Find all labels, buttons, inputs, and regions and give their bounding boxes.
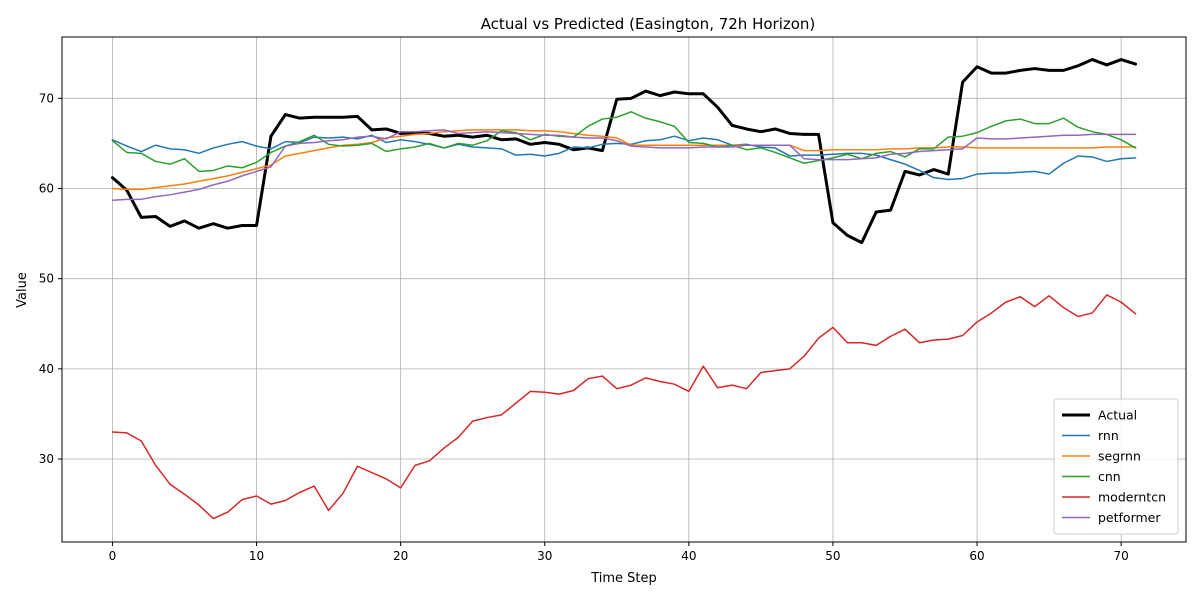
y-tick-label: 70 (39, 91, 54, 105)
series-line-petformer (111, 129, 1137, 201)
x-tick-label: 30 (537, 549, 552, 563)
y-axis-label: Value (15, 272, 30, 308)
y-tick-label: 60 (39, 182, 54, 196)
x-axis-label: Time Step (590, 571, 657, 586)
legend-label: Actual (1098, 408, 1137, 423)
legend-label: petformer (1098, 510, 1161, 525)
x-tick-label: 0 (109, 549, 117, 563)
x-tick-label: 50 (825, 549, 840, 563)
x-tick-label: 20 (393, 549, 408, 563)
y-axis-ticks: 30 40 50 60 70 (39, 91, 62, 466)
x-tick-label: 60 (969, 549, 984, 563)
chart-title: Actual vs Predicted (Easington, 72h Hori… (481, 15, 816, 33)
x-tick-label: 10 (249, 549, 264, 563)
y-tick-label: 50 (39, 272, 54, 286)
series-line-actual (110, 58, 1138, 245)
series-line-cnn (111, 111, 1137, 173)
x-tick-label: 40 (681, 549, 696, 563)
series-lines (110, 58, 1138, 520)
grid-lines (62, 37, 1186, 542)
series-line-moderntcn (111, 294, 1137, 520)
plot-area-frame (61, 36, 1187, 543)
x-tick-label: 70 (1114, 549, 1129, 563)
legend-box (1053, 398, 1179, 535)
legend: Actual rnn segrnn cnn moderntcn petformer (1053, 398, 1179, 535)
y-tick-label: 30 (39, 452, 54, 466)
y-tick-label: 40 (39, 362, 54, 376)
legend-label: segrnn (1098, 449, 1141, 464)
x-axis-ticks: 0 10 20 30 40 50 60 70 (109, 542, 1129, 563)
legend-label: moderntcn (1098, 490, 1166, 505)
legend-label: rnn (1098, 428, 1119, 443)
legend-label: cnn (1098, 469, 1121, 484)
